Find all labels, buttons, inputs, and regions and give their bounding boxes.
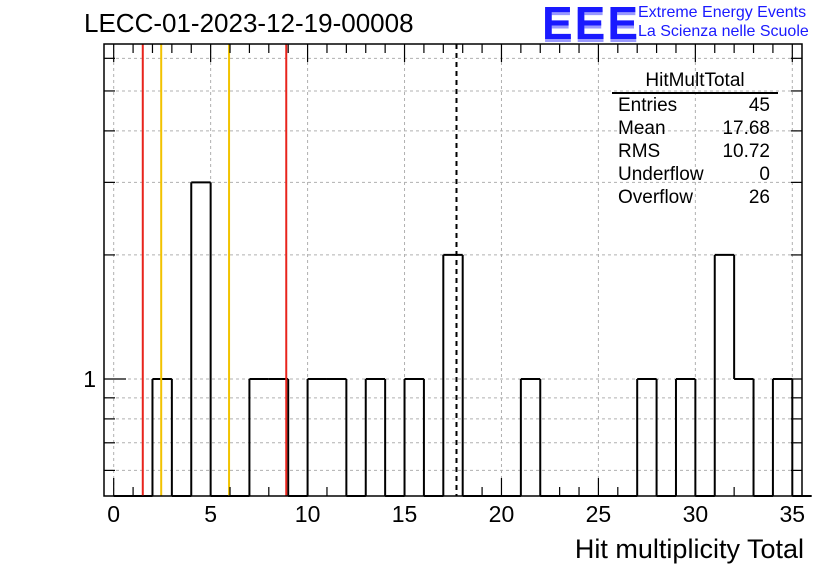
stats-box: HitMultTotal Entries 45 Mean 17.68 RMS 1… [612,70,778,209]
stats-value: 26 [748,187,770,208]
stats-label: Overflow [618,187,693,208]
stats-label: RMS [618,141,661,162]
stats-row-underflow: Underflow 0 [612,163,778,186]
stats-row-mean: Mean 17.68 [612,117,778,140]
x-tick-label: 0 [107,501,120,527]
stats-value: 0 [759,164,770,185]
x-tick-label: 20 [489,501,515,527]
x-tick-label: 25 [586,501,612,527]
x-tick-label: 10 [295,501,321,527]
eee-logo: EEE Extreme Energy Events La Scienza nel… [542,0,832,49]
x-tick-label: 35 [780,501,806,527]
stats-value: 45 [748,95,770,116]
stats-row-entries: Entries 45 [612,94,778,117]
x-tick-label: 5 [204,501,217,527]
logo-line-2: La Scienza nelle Scuole [638,23,809,40]
logo-line-1: Extreme Energy Events [638,4,807,21]
x-tick-label: 15 [392,501,418,527]
stats-value: 10.72 [722,141,770,162]
stats-row-rms: RMS 10.72 [612,140,778,163]
x-axis-label: Hit multiplicity Total [574,534,804,564]
stats-row-overflow: Overflow 26 [612,186,778,209]
x-tick-label: 30 [683,501,709,527]
eee-logo-mark: EEE [542,0,641,49]
plot-frame [103,43,803,497]
stats-title: HitMultTotal [612,70,778,94]
y-tick-label: 1 [83,366,96,392]
stats-label: Entries [618,95,678,116]
stats-label: Mean [618,118,666,139]
stats-value: 17.68 [722,118,770,139]
chart-title: LECC-01-2023-12-19-00008 [84,8,414,38]
stats-label: Underflow [618,164,704,185]
